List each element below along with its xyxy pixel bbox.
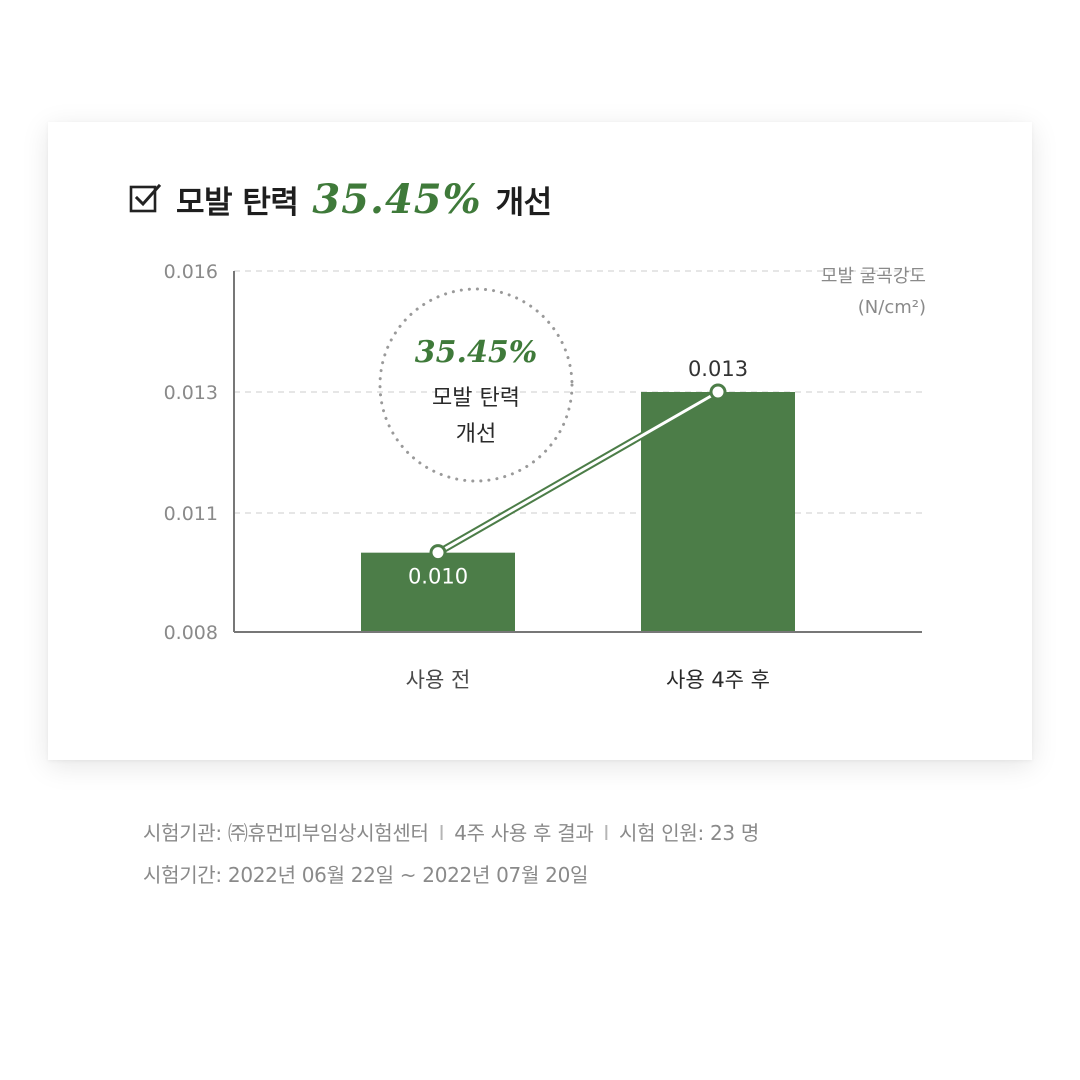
y-tick-label: 0.011 [164, 503, 218, 525]
chart-title: 모발 탄력 35.45% 개선 [128, 174, 552, 224]
footnote-line-2: 시험기간: 2022년 06월 22일 ~ 2022년 07월 20일 [143, 863, 589, 887]
title-highlight-value: 35.45% [312, 175, 482, 223]
bar [641, 392, 795, 632]
title-suffix: 개선 [495, 184, 553, 221]
chart-card: 모발 탄력 35.45% 개선 [48, 122, 1032, 760]
footnote-separator: I [438, 821, 445, 845]
bar [361, 552, 515, 632]
trend-line [436, 390, 720, 555]
y-tick-label: 0.016 [164, 261, 218, 283]
title-prefix: 모발 탄력 [176, 184, 299, 221]
badge-text: 개선 [456, 422, 496, 447]
y-axis-unit-label: (N/cm²) [858, 297, 926, 318]
checkbox-checked-icon [129, 183, 162, 213]
badge-value: 35.45% [415, 335, 537, 370]
test-footnotes: 시험기관: ㈜휴먼피부임상시험센터 I 4주 사용 후 결과 I 시험 인원: 23 명… [143, 812, 759, 896]
y-tick-label: 0.013 [164, 382, 218, 404]
footnote-subjects: 시험 인원: 23 명 [619, 821, 759, 845]
y-tick-label: 0.008 [164, 622, 218, 644]
y-axis-unit-label: 모발 굴곡강도 [821, 266, 926, 287]
footnote-separator: I [603, 821, 610, 845]
badge-dotted-circle [378, 287, 574, 483]
data-point-marker [709, 383, 727, 401]
data-label: 0.010 [408, 565, 468, 589]
badge-text: 모발 탄력 [432, 386, 520, 411]
footnote-line-1: 시험기관: ㈜휴먼피부임상시험센터 I 4주 사용 후 결과 I 시험 인원: 23 명 [143, 812, 759, 854]
footnote-result: 4주 사용 후 결과 [454, 821, 594, 845]
x-category-label: 사용 4주 후 [666, 668, 770, 692]
data-label: 0.013 [688, 357, 748, 381]
x-category-label: 사용 전 [406, 668, 471, 692]
footnote-institution: 시험기관: ㈜휴먼피부임상시험센터 [143, 821, 429, 845]
data-point-marker [429, 544, 447, 562]
